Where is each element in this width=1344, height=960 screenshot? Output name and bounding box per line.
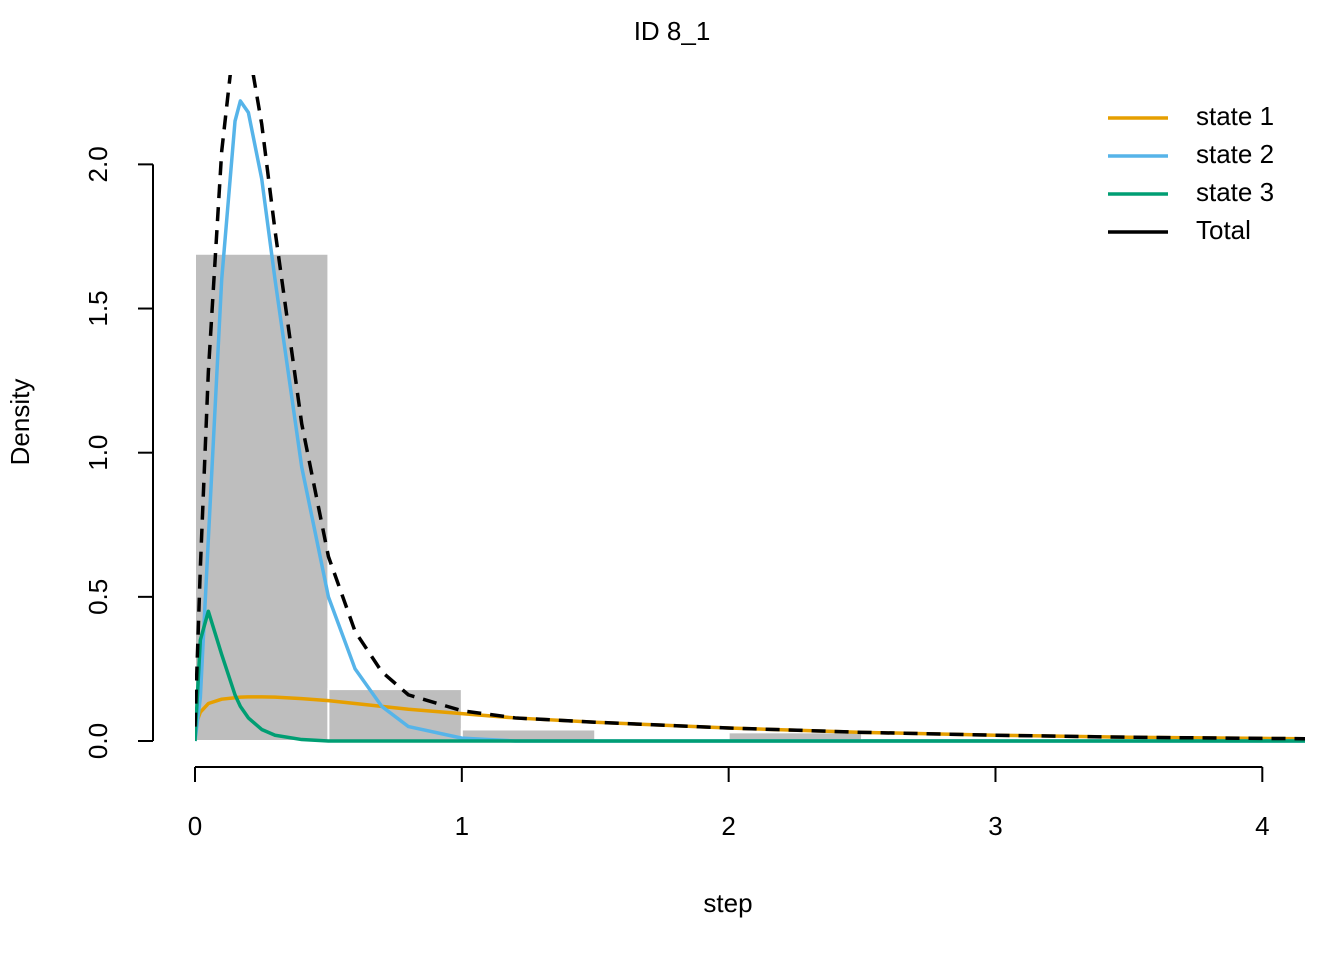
legend-label: state 1	[1196, 101, 1274, 131]
density-line	[195, 75, 1305, 741]
density-line	[195, 99, 1305, 743]
x-tick-label: 2	[721, 811, 735, 841]
y-tick-label: 1.0	[83, 435, 113, 471]
y-tick-label: 0.5	[83, 579, 113, 615]
x-tick-label: 3	[988, 811, 1002, 841]
x-axis-label: step	[703, 888, 752, 918]
x-tick-label: 0	[188, 811, 202, 841]
legend-label: Total	[1196, 215, 1251, 245]
y-tick-label: 1.5	[83, 290, 113, 326]
legend-label: state 2	[1196, 139, 1274, 169]
y-axis-label: Density	[5, 379, 35, 466]
plot-area	[195, 75, 1305, 743]
axes: 0.0 0.5 1.0 1.5 2.0 0 1 2 3 4 state 1 state 2 state …	[83, 101, 1274, 841]
density-line	[195, 609, 1305, 743]
y-tick-label: 2.0	[83, 146, 113, 182]
legend-label: state 3	[1196, 177, 1274, 207]
x-tick-label: 4	[1255, 811, 1269, 841]
y-tick-label: 0.0	[83, 723, 113, 759]
x-tick-label: 1	[455, 811, 469, 841]
chart-title: ID 8_1	[634, 16, 711, 46]
